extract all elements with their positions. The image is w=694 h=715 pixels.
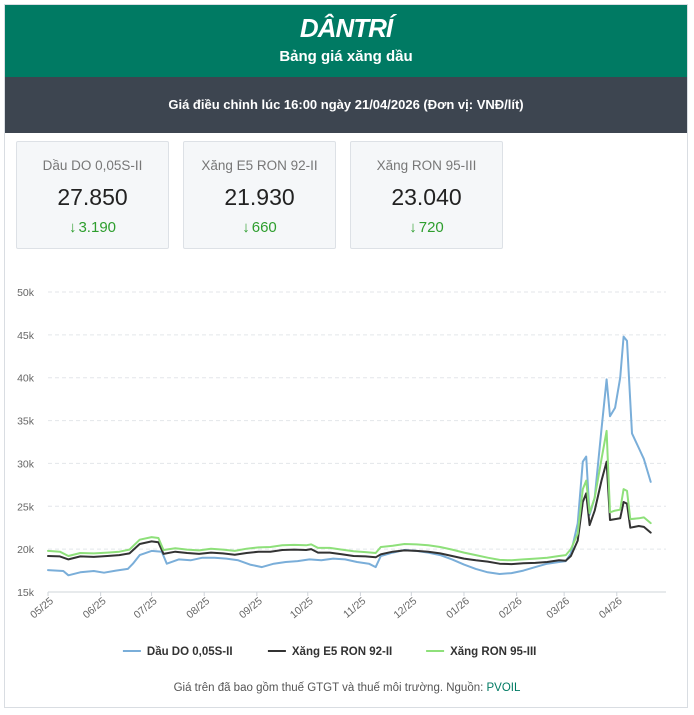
legend-label: Xăng RON 95-III	[450, 646, 536, 658]
series-line-2	[47, 429, 652, 562]
y-tick-label: 35k	[17, 416, 35, 428]
y-tick-label: 25k	[17, 501, 35, 513]
x-tick-label: 04/26	[597, 595, 625, 621]
y-tick-label: 30k	[17, 458, 35, 470]
y-tick-label: 45k	[17, 330, 35, 342]
x-tick-label: 12/25	[391, 595, 419, 621]
x-tick-label: 09/25	[237, 595, 265, 621]
source-footnote: Giá trên đã bao gồm thuế GTGT và thuế mô…	[0, 682, 694, 694]
price-change: ↓ 660	[184, 219, 335, 236]
price-change-value: 660	[251, 219, 277, 236]
update-info-text: Giá điều chỉnh lúc 16:00 ngày 21/04/2026…	[168, 97, 524, 112]
fuel-name: Dầu DO 0,05S-II	[42, 158, 143, 173]
brand-logo[interactable]: DÂNTRÍ	[299, 13, 393, 43]
fuel-name: Xăng E5 RON 92-II	[201, 158, 318, 173]
footnote-text: Giá trên đã bao gồm thuế GTGT và thuế mô…	[173, 682, 484, 694]
fuel-name: Xăng RON 95-III	[376, 158, 477, 173]
fuel-price: 27.850	[57, 184, 128, 210]
fuel-price: 23.040	[391, 184, 462, 210]
page-title: Bảng giá xăng dầu	[279, 48, 413, 65]
arrow-down-icon: ↓	[242, 219, 250, 236]
source-link[interactable]: PVOIL	[486, 682, 521, 694]
price-change: ↓ 3.190	[17, 219, 168, 236]
legend-label: Dầu DO 0,05S-II	[147, 646, 233, 658]
update-info-bar: Giá điều chỉnh lúc 16:00 ngày 21/04/2026…	[5, 77, 687, 133]
y-tick-label: 50k	[17, 287, 35, 299]
y-tick-label: 40k	[17, 373, 35, 385]
x-tick-label: 08/25	[184, 595, 212, 621]
arrow-down-icon: ↓	[68, 219, 77, 236]
price-change-value: 3.190	[78, 219, 117, 236]
x-tick-label: 03/26	[544, 595, 572, 621]
series-line-1	[47, 460, 652, 566]
price-change: ↓ 720	[351, 219, 502, 236]
x-tick-label: 11/25	[341, 595, 368, 621]
price-card-ron95: Xăng RON 95-III 23.040 ↓ 720	[350, 141, 503, 249]
legend-label: Xăng E5 RON 92-II	[292, 646, 392, 658]
x-tick-label: 02/26	[497, 595, 525, 621]
x-tick-label: 07/25	[132, 595, 160, 621]
x-tick-label: 10/25	[288, 595, 316, 621]
x-tick-label: 01/26	[444, 595, 472, 621]
y-tick-label: 20k	[17, 544, 35, 556]
fuel-price: 21.930	[224, 184, 295, 210]
x-tick-label: 06/25	[81, 595, 109, 621]
price-change-value: 720	[418, 219, 444, 236]
header-bar: DÂNTRÍ Bảng giá xăng dầu	[5, 5, 687, 77]
arrow-down-icon: ↓	[409, 219, 417, 236]
price-card-diesel: Dầu DO 0,05S-II 27.850 ↓ 3.190	[16, 141, 169, 249]
series-line-0	[47, 335, 652, 577]
price-card-e5-ron92: Xăng E5 RON 92-II 21.930 ↓ 660	[183, 141, 336, 249]
y-tick-label: 15k	[17, 587, 35, 599]
price-board: DÂNTRÍ Bảng giá xăng dầu Giá điều chỉnh …	[4, 4, 688, 708]
